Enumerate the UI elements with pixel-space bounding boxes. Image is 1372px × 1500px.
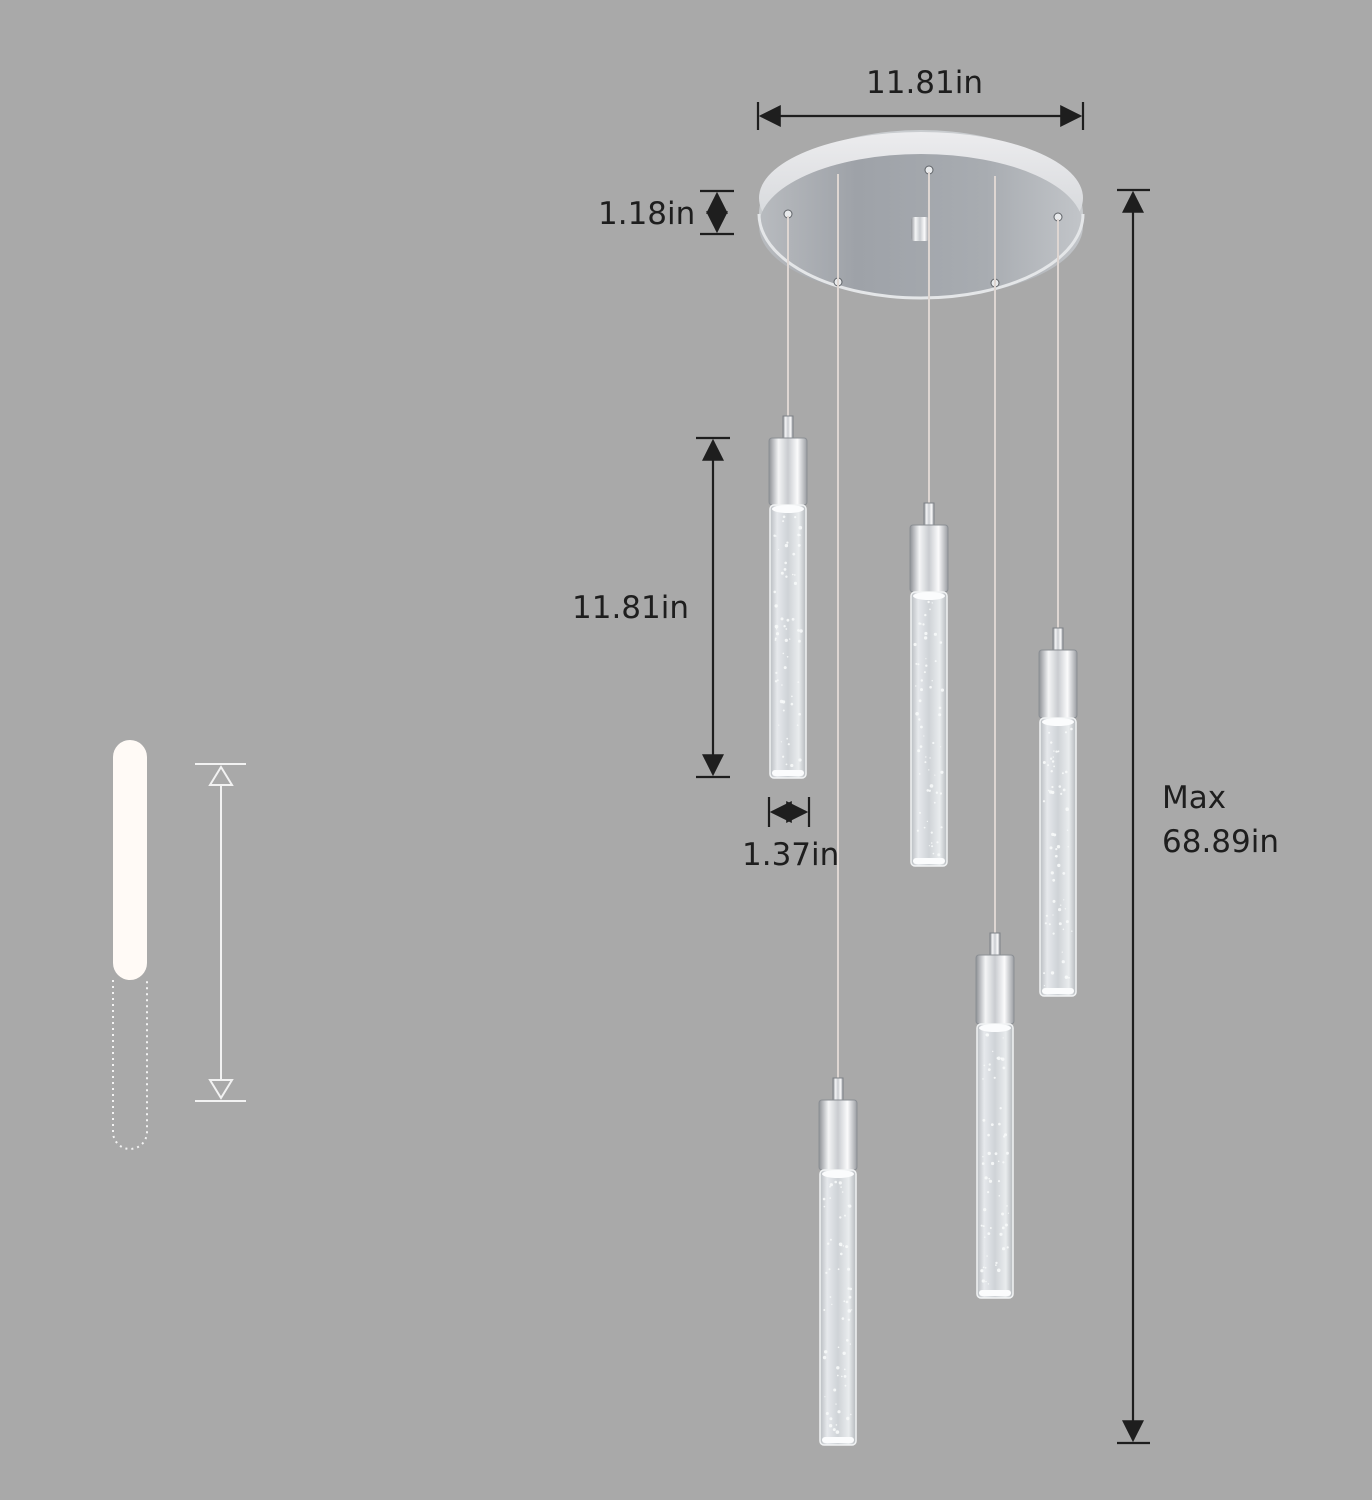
pendant-length-dimension <box>696 436 730 779</box>
pendant-diameter-label: 1.37in <box>742 837 840 873</box>
max-height-prefix: Max <box>1162 780 1227 816</box>
pendant-chrome-sleeve <box>818 1099 858 1171</box>
pendant-connector <box>1052 627 1064 651</box>
pendant-chrome-sleeve <box>975 954 1015 1025</box>
pendant-lights <box>768 415 1078 1446</box>
pendant-chrome-sleeve <box>768 437 808 506</box>
pendant-light-4 <box>975 932 1015 1299</box>
pendant-glow-top <box>822 1170 854 1178</box>
pendant-glow-bottom <box>979 1290 1011 1296</box>
pendant-glass-tube <box>910 591 948 867</box>
pendant-light-1 <box>768 415 808 779</box>
canopy-diameter-label: 11.81in <box>866 65 984 101</box>
pendant-bubbles <box>822 1180 853 1434</box>
adjustable-length-icon <box>112 740 246 1150</box>
pendant-diameter-dimension <box>767 797 811 827</box>
pendant-bubbles <box>980 1033 1010 1285</box>
pendant-glow-top <box>913 592 945 600</box>
canopy-height-dimension <box>700 189 734 236</box>
suspension-cables <box>787 172 1059 1080</box>
pendant-chrome-sleeve <box>1038 649 1078 719</box>
pendant-glass-tube <box>1039 717 1077 997</box>
pendant-chrome-sleeve <box>909 524 949 593</box>
pendant-light-2 <box>909 502 949 867</box>
pendant-connector <box>989 932 1001 956</box>
pendant-connector <box>923 502 935 526</box>
pendant-glow-top <box>772 505 804 513</box>
canopy-height-label: 1.18in <box>598 196 696 232</box>
pendant-glow-bottom <box>913 858 945 864</box>
adjust-arrow-icon <box>195 763 246 1102</box>
pendant-glow-top <box>979 1024 1011 1032</box>
max-height-value: 68.89in <box>1162 824 1280 861</box>
pendant-glow-bottom <box>772 770 804 776</box>
pendant-light-3 <box>1038 627 1078 997</box>
ceiling-canopy <box>757 130 1085 300</box>
illuminated-tube-icon <box>113 740 147 980</box>
max-height-label: Max 68.89in <box>1162 776 1279 864</box>
pendant-bubbles <box>773 515 803 768</box>
pendant-glow-top <box>1042 718 1074 726</box>
pendant-glass-tube <box>976 1023 1014 1299</box>
pendant-bubbles <box>1042 727 1073 987</box>
pendant-length-label: 11.81in <box>572 590 690 626</box>
pendant-glass-tube <box>819 1169 857 1446</box>
canopy-center-screw <box>911 217 929 241</box>
pendant-connector <box>832 1077 844 1101</box>
pendant-glow-bottom <box>1042 988 1074 994</box>
pendant-light-5 <box>818 1077 858 1446</box>
pendant-glow-bottom <box>822 1437 854 1443</box>
extended-tube-outline-icon <box>112 980 148 1150</box>
max-height-dimension <box>1117 188 1150 1445</box>
pendant-bubbles <box>913 600 945 857</box>
canopy-diameter-dimension <box>756 102 1085 130</box>
pendant-connector <box>782 415 794 439</box>
